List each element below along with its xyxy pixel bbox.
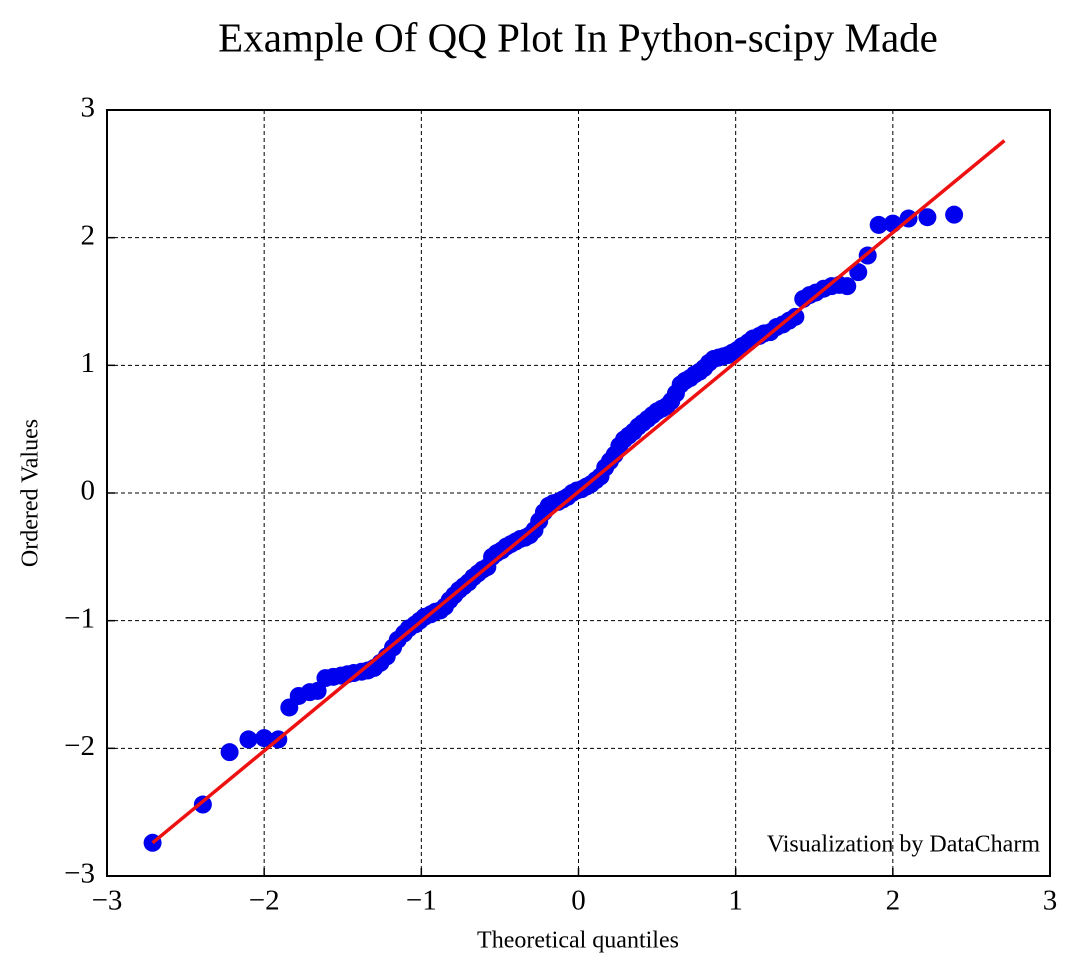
x-tick-label: 3 (1043, 885, 1058, 917)
x-axis-label: Theoretical quantiles (477, 928, 679, 954)
point (945, 205, 964, 224)
point (239, 730, 258, 749)
point (883, 214, 902, 233)
point (220, 743, 239, 762)
point (786, 307, 805, 326)
annotation: Visualization by DataCharm (767, 832, 1040, 858)
y-axis-label: Ordered Values (18, 419, 44, 567)
x-tick-label: −1 (406, 885, 437, 917)
point (193, 795, 212, 814)
plot-frame (106, 109, 1051, 877)
point (849, 263, 868, 282)
plot-area: −3 −2 −1 0 1 2 3 −3 −2 −1 0 1 2 3 (64, 92, 1057, 917)
point (869, 215, 888, 234)
y-tick-label: 2 (81, 219, 96, 251)
y-tick-label: 1 (81, 347, 96, 379)
x-tick-label: −2 (249, 885, 280, 917)
x-tick-label: 0 (571, 885, 586, 917)
point (838, 277, 857, 296)
chart-title: Example Of QQ Plot In Python-scipy Made (218, 14, 938, 60)
point (918, 208, 937, 227)
x-tick-label: 1 (728, 885, 743, 917)
y-tick-label: −1 (64, 602, 95, 634)
y-tick-label: 0 (81, 475, 96, 507)
y-tick-label: 3 (81, 92, 96, 124)
y-tick-label: −2 (64, 730, 95, 762)
y-tick-label: −3 (64, 858, 95, 890)
x-tick-label: −3 (92, 885, 123, 917)
x-tick-label: 2 (886, 885, 901, 917)
point (255, 729, 274, 748)
fit-line (151, 139, 1006, 845)
